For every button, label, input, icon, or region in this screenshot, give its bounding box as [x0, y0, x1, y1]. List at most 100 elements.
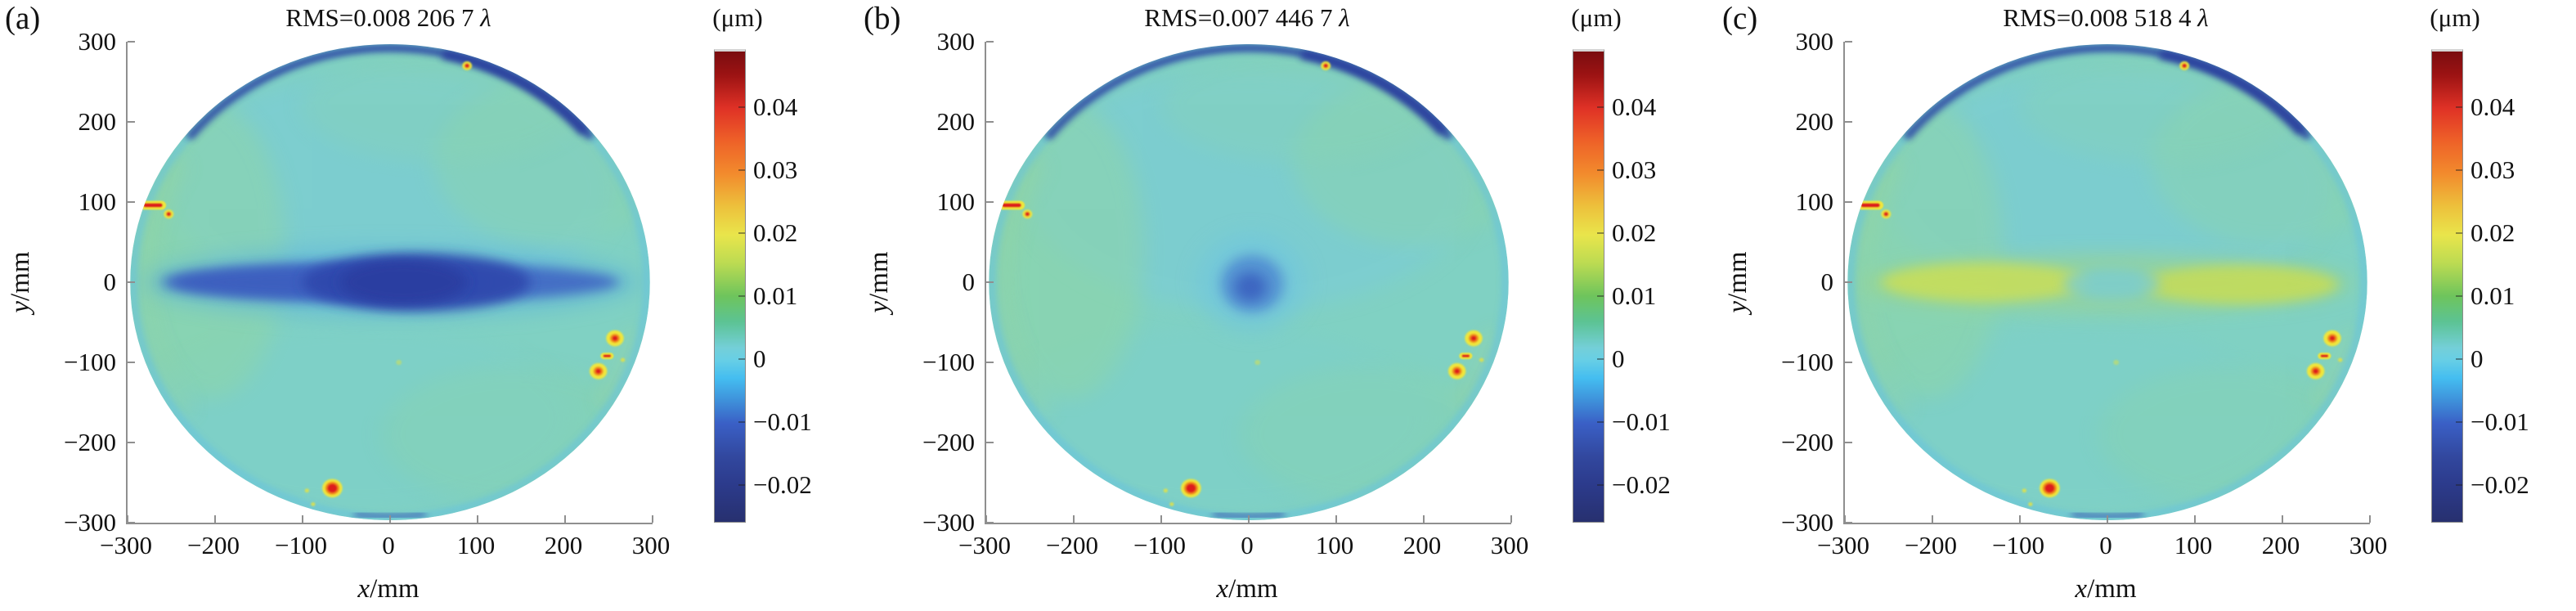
y-tick-label: 300: [936, 27, 976, 56]
y-axis-tick: [1845, 362, 1852, 363]
y-tick-label: 100: [936, 187, 976, 216]
colorbar-tick: [738, 421, 745, 423]
x-axis-variable: x: [357, 574, 370, 604]
y-axis-tick: [1845, 281, 1852, 283]
y-axis-tick: [1845, 522, 1852, 523]
y-axis-tick: [128, 41, 135, 43]
colorbar-tick: [2456, 484, 2462, 486]
x-axis-tick: [389, 515, 391, 523]
x-axis-tick: [127, 515, 128, 523]
x-tick-label: 100: [456, 531, 496, 559]
y-axis-label: y/mm: [1721, 42, 1754, 523]
defect-spots: [1856, 61, 2343, 506]
y-tick-label: −200: [1781, 428, 1833, 456]
colorbar-tick-label: 0: [1612, 344, 1625, 373]
x-axis-tick: [1248, 515, 1250, 523]
x-axis-tick: [302, 515, 303, 523]
x-axis-tick: [1510, 515, 1512, 523]
colorbar-unit-label: (μm): [712, 3, 763, 32]
x-axis-tick: [477, 515, 478, 523]
colorbar-tick-label: 0.03: [753, 155, 798, 184]
plot-area: [985, 41, 1512, 524]
colorbar-tick: [738, 169, 745, 171]
y-axis-unit: /mm: [6, 251, 35, 301]
colorbar-tick-label: 0.04: [2471, 92, 2515, 121]
x-tick-label: 100: [2174, 531, 2213, 559]
x-tick-label: 100: [1315, 531, 1354, 559]
y-axis-tick: [986, 522, 994, 523]
defect-spots: [998, 61, 1484, 506]
x-tick-label: 0: [382, 531, 395, 559]
colorbar-tick: [1597, 106, 1604, 108]
x-tick-label: 200: [2261, 531, 2300, 559]
x-tick-label: 0: [2099, 531, 2112, 559]
y-axis-label: y/mm: [4, 42, 37, 523]
colorbar-tick-label: 0.01: [1612, 281, 1657, 310]
x-tick-label: −100: [1992, 531, 2044, 559]
colorbar-tick: [1597, 421, 1604, 423]
colorbar-tick-label: 0.01: [2471, 281, 2515, 310]
x-axis-tick: [1160, 515, 1162, 523]
x-tick-label: 200: [1402, 531, 1442, 559]
y-tick-label: 0: [103, 267, 117, 296]
y-axis-tick: [1845, 201, 1852, 203]
colorbar-tick: [1597, 295, 1604, 297]
colorbar-tick: [738, 358, 745, 360]
y-tick-label: −100: [922, 348, 975, 376]
y-tick-label: −200: [922, 428, 975, 456]
y-axis-tick: [986, 201, 994, 203]
panel-a: (a) RMS=0.008 206 7 λ (μm) −300 −200 −100 0 100…: [0, 0, 859, 611]
x-axis-label: x/mm: [1843, 573, 2368, 605]
y-tick-label: −100: [64, 348, 116, 376]
y-axis-tick: [128, 121, 135, 123]
panel-title: RMS=0.007 446 7 λ: [985, 2, 1510, 34]
y-tick-label: 300: [78, 27, 117, 56]
y-axis-variable: y: [864, 300, 894, 313]
x-axis-tick: [652, 515, 653, 523]
colorbar-tick-label: −0.01: [753, 407, 812, 436]
y-tick-label: 0: [1820, 267, 1834, 296]
x-tick-label: 200: [544, 531, 583, 559]
colorbar: [1573, 49, 1604, 523]
colorbar-tick: [1597, 169, 1604, 171]
x-tick-label: −100: [1133, 531, 1186, 559]
colorbar: [2431, 49, 2463, 523]
lambda-symbol: λ: [2197, 3, 2209, 32]
colorbar-tick-label: 0.03: [2471, 155, 2515, 184]
y-axis-tick: [1845, 442, 1852, 443]
y-tick-label: 200: [1795, 107, 1834, 136]
x-axis-tick: [564, 515, 566, 523]
y-axis-tick: [986, 121, 994, 123]
defect-spots: [139, 61, 626, 506]
x-axis-tick: [985, 515, 987, 523]
colorbar-tick-label: 0.02: [2471, 218, 2515, 247]
x-axis-tick: [2194, 515, 2196, 523]
colorbar-tick: [1597, 484, 1604, 486]
y-axis-tick: [1845, 121, 1852, 123]
y-axis-tick: [986, 41, 994, 43]
x-tick-label: −300: [1817, 531, 1869, 559]
x-axis-variable: x: [1216, 574, 1229, 604]
colorbar: [714, 49, 746, 523]
heatmap-b1: [989, 43, 1509, 521]
y-tick-label: 300: [1795, 27, 1834, 56]
y-axis-tick: [986, 362, 994, 363]
y-tick-label: 100: [1795, 187, 1834, 216]
x-axis-tick: [1073, 515, 1075, 523]
colorbar-tick-label: −0.01: [1612, 407, 1671, 436]
colorbar-tick: [738, 232, 745, 234]
y-axis-tick: [986, 442, 994, 443]
x-tick-label: 300: [1490, 531, 1529, 559]
colorbar-tick: [2456, 232, 2462, 234]
colorbar-tick: [738, 106, 745, 108]
rms-value-text: RMS=0.008 518 4: [2003, 3, 2198, 32]
colorbar-tick-label: 0: [753, 344, 766, 373]
colorbar-tick: [2456, 421, 2462, 423]
panel-label: (a): [5, 1, 41, 36]
x-tick-label: −300: [100, 531, 152, 559]
y-axis-unit: /mm: [864, 251, 894, 301]
rms-value-text: RMS=0.008 206 7: [285, 3, 481, 32]
y-tick-label: −200: [64, 428, 116, 456]
panel-title: RMS=0.008 518 4 λ: [1843, 2, 2368, 34]
